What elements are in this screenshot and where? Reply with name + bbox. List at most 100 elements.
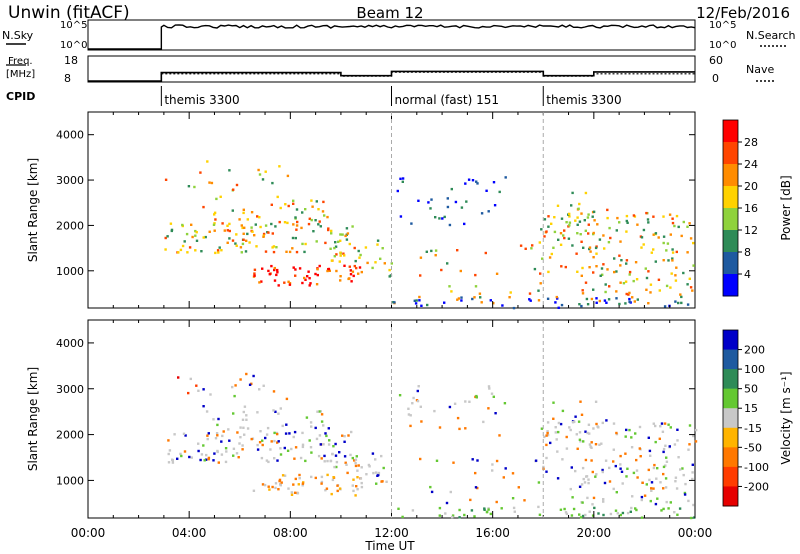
velocity-ytick-label: 2000 bbox=[56, 429, 84, 442]
power-cell bbox=[592, 210, 596, 213]
velocity-cell bbox=[215, 432, 219, 435]
power-cell bbox=[450, 290, 453, 293]
power-cell bbox=[556, 204, 560, 207]
velocity-cell bbox=[602, 498, 605, 501]
power-cell bbox=[450, 187, 453, 191]
power-cell bbox=[223, 229, 226, 232]
velocity-cell bbox=[274, 486, 277, 490]
velocity-cell bbox=[629, 510, 632, 513]
velocity-cell bbox=[582, 477, 585, 481]
power-cell bbox=[654, 260, 657, 263]
velocity-cell bbox=[456, 416, 460, 420]
velocity-cell bbox=[320, 482, 323, 485]
power-cell bbox=[608, 285, 611, 288]
power-cell bbox=[543, 218, 547, 221]
power-cell bbox=[640, 246, 643, 249]
velocity-cell bbox=[639, 455, 642, 458]
velocity-cell bbox=[281, 424, 284, 428]
velocity-cell bbox=[545, 434, 548, 437]
nsearch-tick-top: 10^5 bbox=[709, 20, 736, 31]
power-cell bbox=[349, 273, 353, 276]
velocity-cell bbox=[464, 400, 467, 403]
velocity-cell bbox=[663, 422, 667, 425]
velocity-cell bbox=[398, 394, 402, 397]
velocity-cell bbox=[667, 423, 670, 426]
power-cell bbox=[231, 239, 235, 242]
nave-tick-bottom: 0 bbox=[712, 72, 719, 85]
velocity-cell bbox=[564, 511, 568, 514]
power-cell bbox=[671, 251, 675, 254]
velocity-cell bbox=[692, 434, 695, 438]
power-cell bbox=[312, 230, 315, 233]
power-cell bbox=[441, 217, 444, 220]
power-cell bbox=[326, 269, 329, 273]
velocity-cell bbox=[329, 459, 332, 463]
power-cell bbox=[591, 215, 594, 218]
power-cell bbox=[555, 295, 558, 299]
velocity-cell bbox=[420, 420, 423, 423]
power-cell bbox=[628, 300, 631, 303]
velocity-cell bbox=[546, 433, 550, 437]
power-cell bbox=[208, 181, 211, 184]
velocity-cell bbox=[324, 432, 327, 435]
power-cell bbox=[606, 208, 609, 212]
velocity-cell bbox=[504, 467, 507, 470]
power-cell bbox=[315, 200, 318, 203]
velocity-cell bbox=[556, 450, 559, 453]
velocity-cell bbox=[635, 469, 639, 472]
power-colorbar-swatch bbox=[723, 120, 738, 143]
power-cell bbox=[304, 278, 307, 281]
velocity-cell bbox=[591, 470, 594, 474]
power-ylabel: Slant Range [km] bbox=[26, 158, 40, 262]
velocity-cell bbox=[674, 476, 678, 479]
velocity-cell bbox=[662, 465, 666, 469]
power-cell bbox=[253, 274, 256, 277]
power-cell bbox=[246, 218, 249, 221]
velocity-cell bbox=[449, 490, 452, 494]
velocity-cell bbox=[258, 441, 262, 444]
power-cell bbox=[221, 222, 224, 225]
power-cell bbox=[425, 250, 428, 253]
power-cell bbox=[662, 215, 665, 218]
power-cell bbox=[250, 211, 254, 214]
velocity-cell bbox=[438, 506, 442, 510]
velocity-cell bbox=[662, 487, 665, 490]
velocity-cell bbox=[346, 471, 349, 475]
velocity-cell bbox=[407, 407, 410, 410]
velocity-cell bbox=[482, 420, 485, 424]
velocity-cell bbox=[488, 387, 491, 390]
power-cell bbox=[401, 177, 405, 180]
velocity-cell bbox=[262, 384, 265, 387]
power-cell bbox=[300, 226, 303, 230]
velocity-cell bbox=[335, 460, 339, 464]
velocity-cell bbox=[250, 437, 253, 441]
velocity-cell bbox=[298, 477, 301, 480]
power-cell bbox=[194, 249, 197, 252]
velocity-cell bbox=[279, 453, 283, 456]
power-cell bbox=[485, 189, 488, 192]
velocity-cell bbox=[277, 440, 280, 443]
date-title: 12/Feb/2016 bbox=[696, 4, 790, 22]
power-cell bbox=[487, 210, 490, 213]
power-cell bbox=[545, 230, 548, 233]
power-cell bbox=[306, 275, 309, 278]
power-cell bbox=[622, 282, 626, 285]
velocity-cell bbox=[581, 514, 585, 518]
velocity-cell bbox=[511, 472, 515, 475]
power-cell bbox=[550, 252, 553, 256]
velocity-colorbar-frame bbox=[722, 329, 739, 507]
power-cell bbox=[552, 246, 555, 249]
freq-tick-top: 18 bbox=[64, 54, 78, 67]
velocity-cell bbox=[624, 452, 627, 455]
velocity-cell bbox=[669, 501, 672, 504]
velocity-cell bbox=[605, 419, 608, 422]
velocity-cell bbox=[236, 431, 239, 434]
power-cell bbox=[570, 204, 573, 207]
velocity-colorbar-swatch bbox=[723, 388, 738, 409]
velocity-cell bbox=[534, 459, 538, 462]
velocity-cell bbox=[233, 394, 236, 398]
power-cell bbox=[598, 299, 601, 303]
power-cell bbox=[239, 246, 243, 249]
power-cell bbox=[644, 267, 647, 270]
